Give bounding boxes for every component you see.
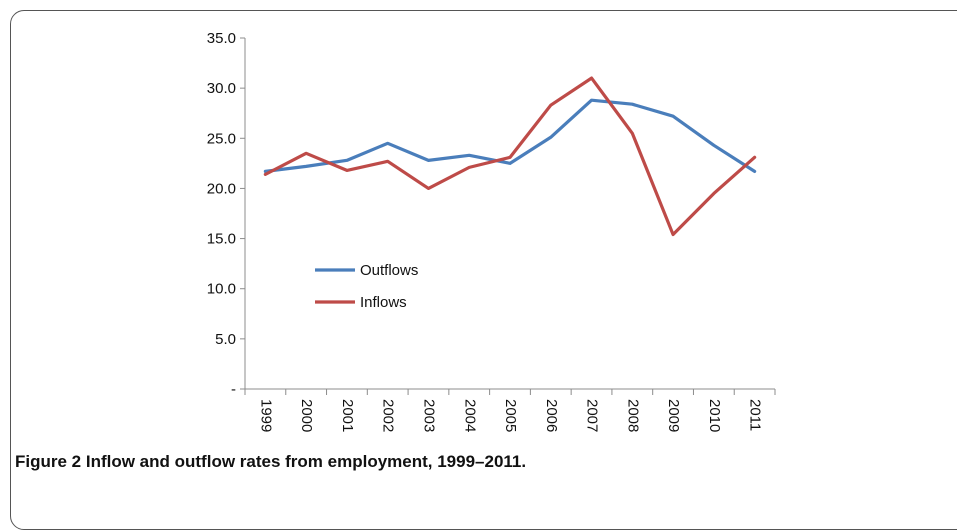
y-tick-label: 25.0 [207, 130, 236, 147]
y-tick-label: 35.0 [207, 30, 236, 47]
legend-label: Outflows [360, 262, 418, 279]
y-tick-label: 10.0 [207, 281, 236, 298]
legend-label: Inflows [360, 294, 407, 311]
y-tick-label: 5.0 [215, 331, 236, 348]
line-chart: - 5.0 10.0 15.0 20.0 25.0 30.0 35.0 1999 2000 2001… [207, 30, 776, 432]
x-tick-label: 2003 [420, 399, 437, 432]
x-tick-label: 2002 [380, 399, 397, 432]
y-tick-label: 15.0 [207, 231, 236, 248]
x-tick-label: 2011 [747, 399, 764, 431]
y-tick-label: - [231, 381, 236, 398]
caption-text: Inflow and outflow rates from employment… [85, 452, 527, 471]
y-tick-label: 30.0 [207, 80, 236, 97]
x-tick-label: 2005 [502, 399, 519, 432]
x-tick-label: 2009 [665, 399, 682, 432]
x-tick-label: 2004 [461, 399, 478, 432]
x-tick-label: 2010 [706, 399, 723, 432]
series-line-inflows [263, 76, 757, 237]
y-tick-label: 20.0 [207, 180, 236, 197]
caption-label: Figure 2 [15, 452, 82, 471]
figure-caption: Figure 2 Inflow and outflow rates from e… [15, 452, 526, 472]
x-tick-label: 2001 [339, 399, 356, 432]
x-tick-label: 1999 [257, 399, 274, 432]
x-tick-label: 2007 [584, 399, 601, 432]
series-line-outflows [263, 98, 757, 173]
x-tick-label: 2000 [298, 399, 315, 432]
x-tick-label: 2008 [624, 399, 641, 432]
x-tick-label: 2006 [543, 399, 560, 432]
